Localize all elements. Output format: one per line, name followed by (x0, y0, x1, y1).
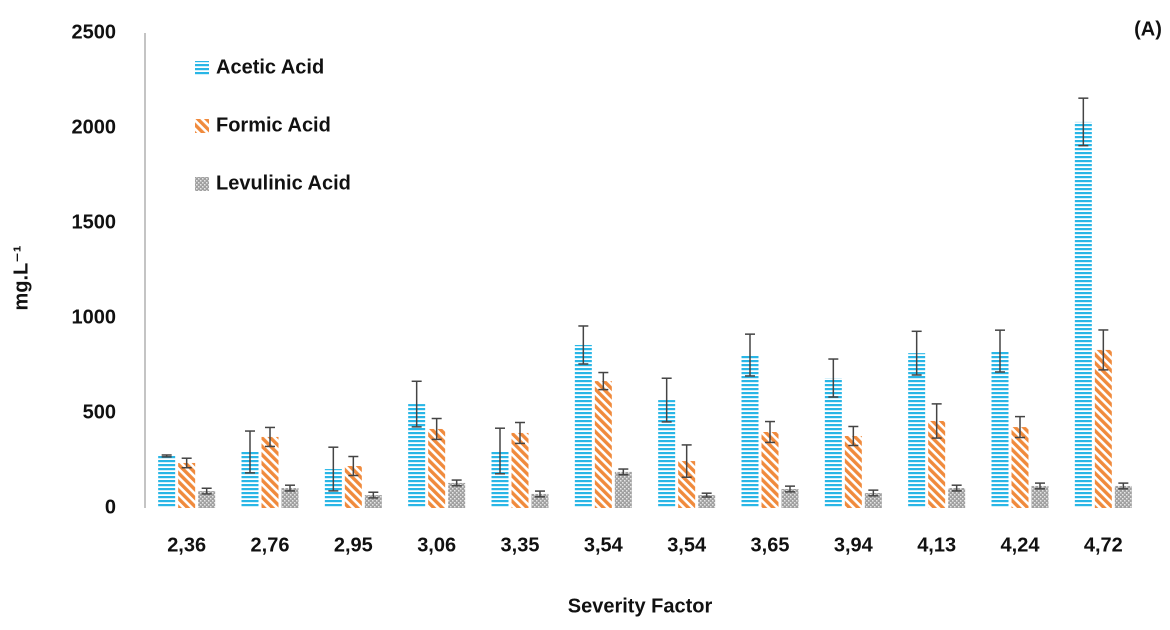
bar (658, 400, 676, 508)
x-tick-label: 3,06 (417, 534, 456, 556)
bar (1114, 485, 1132, 508)
bar (178, 462, 196, 508)
error-bar (618, 468, 629, 476)
error-bar (161, 454, 172, 458)
bar (428, 428, 446, 508)
error-bar (348, 455, 359, 477)
error-bar (931, 403, 942, 439)
bar (594, 381, 612, 508)
bar (408, 404, 426, 508)
bar (908, 353, 926, 508)
bar (158, 455, 176, 508)
bar (198, 491, 216, 508)
bar (241, 451, 259, 508)
x-tick-label: 4,24 (1001, 534, 1041, 556)
bar (698, 495, 716, 508)
legend-swatch (195, 61, 209, 75)
error-bar (765, 420, 775, 444)
bar (1094, 349, 1112, 508)
legend-swatch (195, 177, 209, 191)
legend-label: Levulinic Acid (216, 172, 351, 194)
x-tick-label: 2,36 (167, 534, 206, 556)
x-tick-label: 2,95 (334, 534, 373, 556)
error-bar (368, 491, 379, 499)
error-bar (1118, 482, 1129, 490)
x-tick-label: 3,94 (834, 534, 874, 556)
y-tick-label: 0 (105, 496, 116, 518)
bar (761, 432, 779, 508)
x-tick-label: 4,72 (1084, 534, 1123, 556)
y-tick-label: 500 (83, 401, 116, 423)
error-bar (1078, 97, 1089, 147)
error-bar (245, 430, 255, 474)
x-tick-label: 3,35 (501, 534, 540, 556)
error-bar (181, 457, 192, 469)
error-bar (1098, 329, 1109, 371)
error-bar (848, 425, 859, 447)
x-tick-label: 3,54 (667, 534, 707, 556)
error-bar (578, 325, 589, 365)
error-bar (451, 479, 462, 487)
error-bar (1035, 482, 1045, 490)
error-bar (411, 380, 422, 428)
error-bar (328, 446, 339, 492)
error-bar (515, 421, 525, 445)
error-bar (785, 485, 795, 493)
bar (678, 461, 696, 508)
bar (991, 351, 1009, 508)
y-tick-label: 1000 (72, 306, 117, 328)
bar (741, 355, 759, 508)
bar (281, 488, 299, 508)
bar (781, 489, 799, 508)
bar (1031, 485, 1049, 508)
bar (574, 344, 592, 508)
bar (511, 432, 529, 508)
error-bar (265, 426, 275, 448)
error-bar (661, 377, 672, 423)
bar (491, 451, 509, 508)
error-bar (431, 417, 442, 441)
x-tick-label: 3,65 (751, 534, 790, 556)
y-tick-label: 2000 (72, 116, 117, 138)
y-tick-label: 2500 (72, 21, 117, 43)
bar (864, 492, 882, 508)
panel-label: (A) (1134, 18, 1162, 40)
bar (928, 420, 946, 508)
error-bar (995, 329, 1005, 373)
error-bar (828, 358, 839, 398)
error-bar (598, 371, 609, 391)
bar (844, 435, 862, 508)
error-bar (951, 484, 962, 492)
bar (448, 482, 466, 508)
error-bar (535, 490, 545, 498)
y-axis-label: mg.L⁻¹ (10, 245, 32, 310)
error-bar (495, 427, 505, 475)
legend-swatch (195, 119, 209, 133)
error-bar (911, 330, 922, 376)
error-bar (745, 333, 755, 377)
x-tick-label: 2,76 (251, 534, 290, 556)
bar (344, 466, 362, 508)
error-bar (701, 492, 712, 498)
bar (614, 471, 632, 508)
bar (1011, 427, 1029, 508)
legend-label: Formic Acid (216, 114, 331, 136)
bar (261, 436, 279, 508)
error-bar (285, 484, 295, 492)
error-bar (681, 444, 692, 478)
bar (948, 488, 966, 508)
error-bar (1015, 415, 1025, 439)
x-tick-label: 3,54 (584, 534, 624, 556)
y-tick-label: 1500 (72, 211, 117, 233)
bar (1074, 121, 1092, 509)
bar (824, 378, 842, 508)
error-bar (201, 487, 212, 495)
x-axis-label: Severity Factor (568, 595, 713, 617)
error-bar (868, 489, 879, 497)
legend-label: Acetic Acid (216, 56, 324, 78)
x-tick-label: 4,13 (917, 534, 956, 556)
